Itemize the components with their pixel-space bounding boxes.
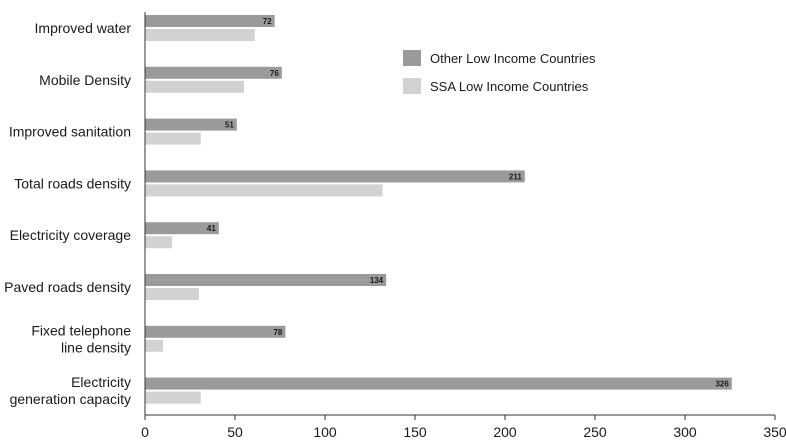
data-label: 76 bbox=[270, 69, 279, 78]
category-label: Total roads density bbox=[14, 175, 131, 191]
bar-ssa-lic bbox=[145, 184, 383, 197]
data-label: 78 bbox=[273, 328, 282, 337]
bar-other-lic bbox=[145, 15, 275, 27]
category-label: line density bbox=[61, 339, 131, 355]
category-label: Improved water bbox=[35, 20, 132, 36]
bar-other-lic bbox=[145, 170, 525, 183]
bar-other-lic bbox=[145, 377, 732, 390]
category-label: Improved sanitation bbox=[9, 124, 131, 140]
bar-ssa-lic bbox=[145, 236, 172, 249]
bar-ssa-lic bbox=[145, 391, 201, 404]
data-label: 134 bbox=[370, 276, 384, 285]
x-axis: 0 50 100 150 200 250 300 350 bbox=[141, 12, 786, 440]
bar-ssa-lic bbox=[145, 80, 244, 93]
category-label: Paved roads density bbox=[4, 279, 131, 295]
data-label: 41 bbox=[207, 224, 216, 233]
category-label: Electricity coverage bbox=[10, 227, 132, 243]
data-label: 51 bbox=[225, 121, 234, 130]
legend: Other Low Income Countries SSA Low Income… bbox=[403, 50, 596, 94]
legend-label: SSA Low Income Countries bbox=[430, 79, 589, 94]
legend-swatch bbox=[403, 78, 421, 94]
x-tick-label: 0 bbox=[141, 424, 149, 440]
category-label: generation capacity bbox=[10, 391, 131, 407]
bar-ssa-lic bbox=[145, 288, 199, 300]
x-tick-label: 150 bbox=[403, 424, 427, 440]
x-tick-label: 50 bbox=[227, 424, 243, 440]
category-label: Electricity bbox=[71, 374, 131, 390]
bar-other-lic bbox=[145, 274, 387, 286]
x-tick-label: 200 bbox=[493, 424, 517, 440]
x-tick-label: 300 bbox=[673, 424, 697, 440]
bar-other-lic bbox=[145, 66, 282, 79]
data-label: 72 bbox=[263, 17, 272, 26]
data-label: 211 bbox=[509, 172, 522, 181]
bars-group: 72 76 51 211 41 134 78 326 bbox=[145, 15, 732, 404]
legend-label: Other Low Income Countries bbox=[430, 51, 596, 66]
x-tick-label: 100 bbox=[313, 424, 337, 440]
category-labels: Improved water Mobile Density Improved san… bbox=[4, 20, 131, 407]
bar-other-lic bbox=[145, 325, 286, 338]
category-label: Fixed telephone bbox=[31, 322, 131, 338]
x-tick-label: 350 bbox=[763, 424, 786, 440]
bar-ssa-lic bbox=[145, 29, 255, 41]
data-label: 326 bbox=[715, 380, 729, 389]
bar-ssa-lic bbox=[145, 339, 163, 352]
bar-ssa-lic bbox=[145, 132, 201, 145]
legend-swatch bbox=[403, 50, 421, 66]
x-tick-label: 250 bbox=[583, 424, 607, 440]
bar-other-lic bbox=[145, 222, 219, 235]
bar-other-lic bbox=[145, 118, 237, 131]
category-label: Mobile Density bbox=[39, 72, 131, 88]
